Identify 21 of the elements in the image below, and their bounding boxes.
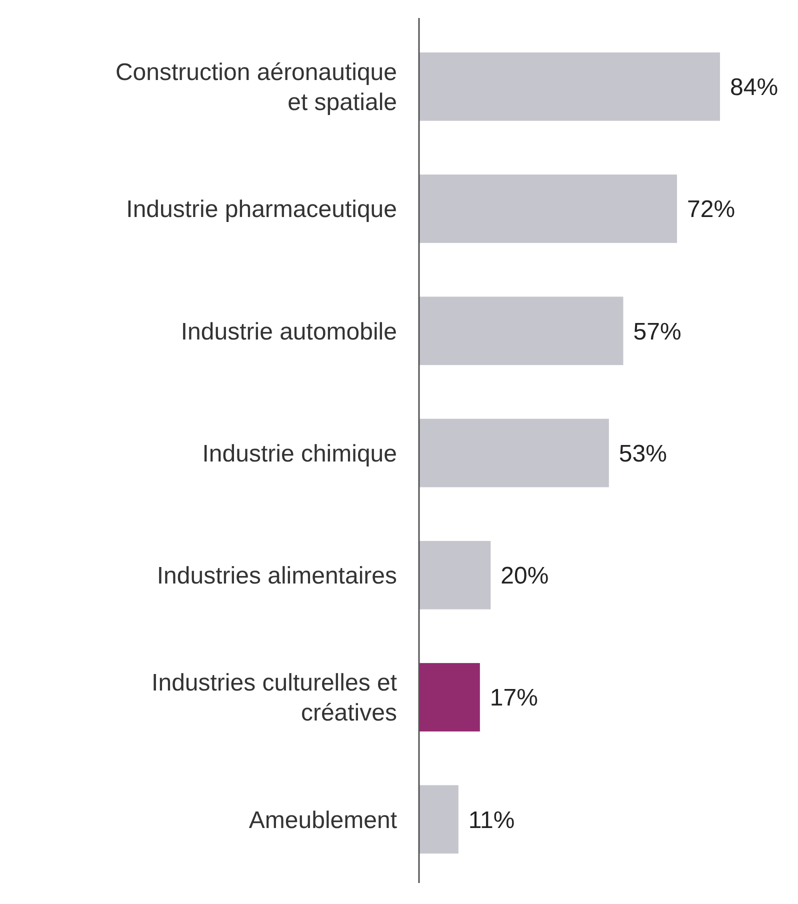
y-tick-label: Construction aéronautique et spatiale (115, 59, 397, 116)
bar (419, 52, 720, 121)
bar (419, 174, 677, 243)
y-tick-label: Industrie pharmaceutique (126, 196, 397, 224)
data-label: 57% (633, 318, 682, 346)
y-tick-label: Industries culturelles et créatives (152, 670, 398, 727)
y-tick-label: Ameublement (248, 806, 398, 834)
bar (419, 540, 491, 610)
data-label: 11% (468, 806, 515, 834)
bar (419, 663, 480, 732)
data-label: 72% (687, 196, 736, 224)
data-label: 17% (490, 684, 538, 712)
data-label: 53% (618, 440, 667, 468)
bar (419, 418, 609, 488)
bar (419, 296, 624, 366)
bar (419, 785, 458, 854)
y-tick-label: Industrie automobile (180, 318, 397, 346)
data-label: 20% (500, 562, 549, 590)
y-tick-label: Industries alimentaires (156, 562, 397, 590)
y-tick-label: Industrie chimique (202, 440, 397, 468)
data-label: 84% (730, 74, 778, 102)
